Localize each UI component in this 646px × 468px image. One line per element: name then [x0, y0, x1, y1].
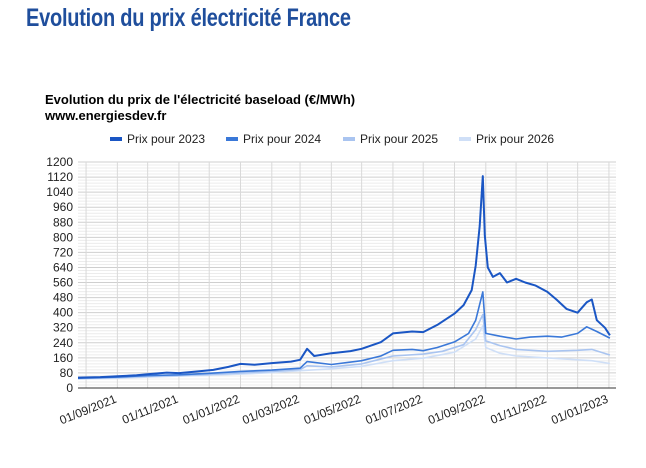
series-line-2 [77, 291, 611, 379]
chart-subtitle: www.energiesdev.fr [44, 108, 166, 123]
y-tick-label: 720 [53, 245, 73, 259]
y-tick-label: 400 [53, 306, 73, 320]
y-tick-label: 960 [53, 200, 73, 214]
x-tick-label: 01/01/2023 [549, 392, 610, 428]
chart-title: Evolution du prix de l'électricité basel… [45, 92, 355, 107]
legend-label: Prix pour 2025 [360, 132, 438, 146]
y-tick-label: 80 [60, 366, 74, 380]
y-tick-label: 160 [53, 351, 73, 365]
chart-grid [78, 161, 616, 389]
x-tick-label: 01/11/2022 [488, 392, 548, 427]
x-tick-label: 01/05/2022 [302, 392, 363, 428]
y-tick-label: 560 [53, 276, 73, 290]
y-tick-label: 1200 [46, 155, 73, 169]
series-lines [77, 175, 611, 380]
y-tick-label: 320 [53, 321, 73, 335]
y-tick-label: 1120 [47, 170, 73, 184]
x-tick-label: 01/09/2022 [426, 392, 487, 428]
x-tick-label: 01/07/2022 [363, 392, 424, 428]
page-heading: Evolution du prix électricité France [26, 4, 351, 32]
legend-label: Prix pour 2024 [243, 132, 321, 146]
legend-label: Prix pour 2026 [476, 132, 554, 146]
series-line-3 [77, 313, 611, 380]
chart-legend: Prix pour 2023 Prix pour 2024 Prix pour 20… [110, 132, 554, 146]
y-tick-label: 480 [53, 291, 73, 305]
y-tick-label: 240 [53, 336, 73, 350]
x-tick-label: 01/11/2021 [120, 392, 180, 427]
y-tick-label: 880 [53, 215, 73, 229]
x-tick-label: 01/09/2021 [58, 392, 119, 428]
y-tick-label: 0 [66, 381, 73, 395]
x-tick-label: 01/01/2022 [181, 392, 242, 428]
x-axis: 01/09/2021 01/11/2021 01/01/202201/03/2022… [58, 392, 611, 428]
y-tick-label: 640 [53, 260, 73, 274]
legend-label: Prix pour 2023 [127, 132, 205, 146]
x-tick-label: 01/03/2022 [240, 392, 301, 428]
y-tick-label: 800 [53, 230, 73, 244]
series-line-1 [77, 175, 611, 379]
y-tick-label: 1040 [46, 185, 73, 199]
